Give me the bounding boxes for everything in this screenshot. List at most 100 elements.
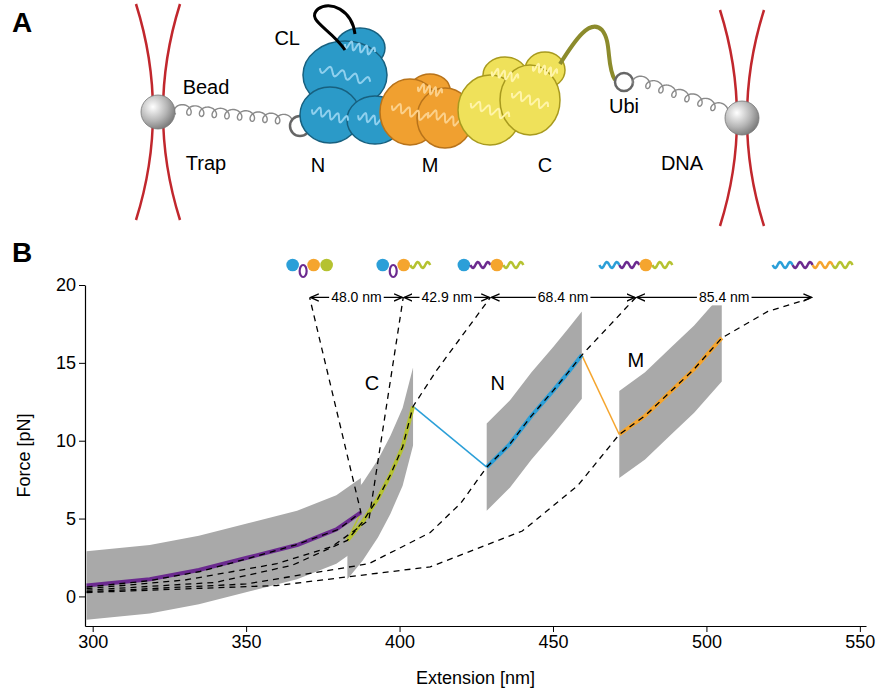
charged-linker-loop <box>314 6 355 50</box>
tick: 300 <box>78 626 108 652</box>
fit-curve <box>87 297 491 590</box>
annotation-label: 68.4 nm <box>538 289 589 305</box>
tick-mark <box>79 441 85 442</box>
panel-letter: A <box>12 7 32 38</box>
noise-band <box>487 311 582 510</box>
noise-band <box>87 478 361 620</box>
ribbon <box>512 92 548 108</box>
trace-line <box>487 355 582 467</box>
tick-mark <box>79 285 85 286</box>
icon-domain <box>458 259 471 272</box>
icon-domain <box>286 259 299 272</box>
connectors <box>347 355 619 540</box>
tick: 550 <box>845 626 875 652</box>
label: Trap <box>186 152 226 174</box>
dna-linker <box>633 76 728 115</box>
icon-loop <box>390 265 397 277</box>
label: CL <box>274 27 300 49</box>
ribbon <box>418 84 442 96</box>
tick-label: 550 <box>845 632 875 652</box>
tick: 15 <box>56 353 85 373</box>
tick-label: 0 <box>66 587 76 607</box>
tick: 400 <box>385 626 415 652</box>
traces <box>87 338 722 586</box>
tick-label: 300 <box>78 632 108 652</box>
ribbon <box>320 67 370 83</box>
tick: 20 <box>56 275 85 295</box>
trace-line <box>87 512 361 585</box>
state-icon <box>773 262 853 268</box>
x-axis-line <box>86 626 867 627</box>
state-icons <box>286 259 852 277</box>
panel-letter: B <box>12 237 32 268</box>
panel-b: B30035040045050055005101520Extension [nm… <box>12 237 875 688</box>
tick-label: 400 <box>385 632 415 652</box>
annotation-label: 85.4 nm <box>699 289 750 305</box>
icon-unfolded <box>503 262 523 268</box>
optical-trap <box>720 10 764 226</box>
annotation-label: 42.9 nm <box>422 289 473 305</box>
fits <box>87 297 813 592</box>
icon-loop <box>300 265 307 277</box>
state-icon <box>376 259 430 277</box>
y-axis-line <box>85 286 86 627</box>
axis-title: Extension [nm] <box>416 668 535 688</box>
domain-c <box>458 52 565 145</box>
dna-linker <box>174 105 292 125</box>
c-terminal-tail <box>560 27 615 80</box>
icon-unfolded <box>773 262 793 268</box>
y-axis: 0 5 10 15 20 <box>56 275 86 626</box>
icon-unfolded <box>599 262 619 268</box>
tick: 10 <box>56 431 85 451</box>
ubiquitin-handle <box>615 73 633 91</box>
icon-unfolded <box>470 262 490 268</box>
state-icon <box>286 259 333 277</box>
tick: 500 <box>692 626 722 652</box>
tick-mark <box>79 363 85 364</box>
panel-a: ACLBeadTrapNMCUbiDNA <box>12 4 764 226</box>
plot-data <box>87 294 813 619</box>
optical-trap <box>136 4 180 220</box>
label-patch <box>697 289 752 305</box>
figure: ACLBeadTrapNMCUbiDNAB3003504004505005500… <box>0 0 888 697</box>
label-patch <box>420 289 475 305</box>
tick: 5 <box>66 509 85 529</box>
icon-domain <box>320 259 333 272</box>
ribbon <box>471 102 509 118</box>
tick: 0 <box>66 587 85 607</box>
rupture-connector <box>582 355 619 434</box>
tick-label: 20 <box>56 275 76 295</box>
trace-line <box>619 338 721 435</box>
icon-unfolded <box>833 262 853 268</box>
ribbon <box>345 42 375 55</box>
annotations: 48.0 nm42.9 nm68.4 nm85.4 nmCNM <box>311 289 812 394</box>
curve-label: M <box>628 349 645 371</box>
bands <box>87 294 722 619</box>
label-patch <box>536 289 591 305</box>
tick-label: 5 <box>66 509 76 529</box>
icon-unfolded <box>410 262 430 268</box>
noise-band <box>347 368 413 580</box>
trace-line <box>347 406 413 540</box>
icon-domain <box>491 259 504 272</box>
icon-domain <box>640 259 653 272</box>
tick: 450 <box>538 626 568 652</box>
ribbon <box>533 64 557 76</box>
fit-curve <box>87 297 404 588</box>
icon-unfolded <box>619 262 639 268</box>
label: DNA <box>661 152 704 174</box>
tick-label: 500 <box>692 632 722 652</box>
fit-curve <box>87 297 813 592</box>
icon-domain <box>397 259 410 272</box>
x-axis: 300350400450500550 <box>78 626 875 652</box>
label: N <box>311 154 325 176</box>
tick-mark <box>79 519 85 520</box>
fit-curve <box>87 297 636 591</box>
icon-unfolded <box>793 262 813 268</box>
tick-label: 10 <box>56 431 76 451</box>
icon-unfolded <box>813 262 833 268</box>
icon-domain <box>376 259 389 272</box>
bead <box>725 101 759 135</box>
label: Bead <box>183 76 230 98</box>
curve-label: N <box>491 372 505 394</box>
